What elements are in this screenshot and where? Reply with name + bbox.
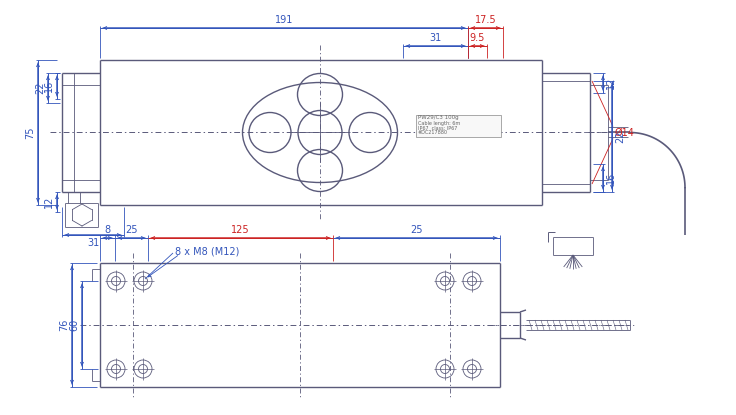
- Text: 191: 191: [275, 15, 293, 25]
- Text: 8 x M8 (M12): 8 x M8 (M12): [175, 246, 239, 256]
- Text: 75: 75: [25, 126, 35, 139]
- Text: 12: 12: [44, 196, 54, 208]
- Text: 22: 22: [35, 82, 45, 94]
- Text: 31: 31: [87, 238, 99, 248]
- Text: 12: 12: [606, 77, 616, 89]
- Text: IP67  class: IP67: IP67 class: IP67: [418, 125, 457, 130]
- Text: Cable length: 6m: Cable length: 6m: [418, 120, 460, 125]
- Text: 25: 25: [410, 225, 422, 235]
- Text: 16: 16: [606, 172, 616, 184]
- Text: 31: 31: [429, 33, 442, 43]
- Text: 60: 60: [69, 319, 79, 331]
- Text: PW29/C3 100g: PW29/C3 100g: [418, 115, 459, 120]
- Text: 76: 76: [59, 319, 69, 331]
- Text: 17.5: 17.5: [475, 15, 496, 25]
- Text: 25: 25: [125, 225, 138, 235]
- Text: 16: 16: [44, 80, 54, 92]
- Text: 8: 8: [105, 225, 110, 235]
- Text: 125: 125: [231, 225, 250, 235]
- Text: 22: 22: [615, 130, 625, 143]
- Bar: [416, 115, 501, 137]
- Text: 9.5: 9.5: [470, 33, 485, 43]
- Text: Ø14: Ø14: [615, 127, 635, 137]
- Text: #DC217880: #DC217880: [418, 130, 448, 136]
